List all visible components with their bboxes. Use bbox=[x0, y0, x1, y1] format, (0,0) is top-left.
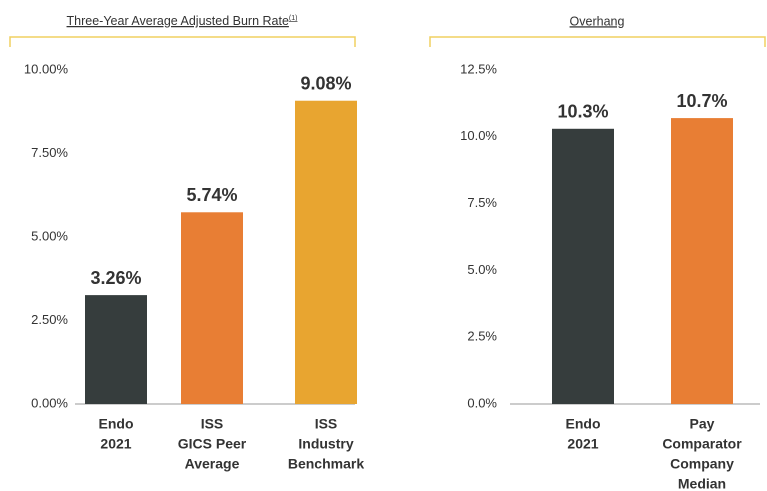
chart-title: Three-Year Average Adjusted Burn Rate(1) bbox=[67, 14, 298, 28]
y-tick-label: 10.0% bbox=[460, 128, 497, 143]
x-tick-label: Endo bbox=[566, 416, 601, 432]
y-tick-label: 7.5% bbox=[467, 195, 497, 210]
title-bracket bbox=[9, 36, 356, 47]
y-tick-label: 2.50% bbox=[31, 312, 68, 327]
x-tick-label: 2021 bbox=[100, 436, 131, 452]
title-text: Three-Year Average Adjusted Burn Rate bbox=[67, 14, 289, 28]
x-tick-label: Average bbox=[185, 456, 240, 472]
y-tick-label: 10.00% bbox=[24, 61, 69, 76]
y-tick-label: 0.0% bbox=[467, 395, 497, 410]
title-note: (1) bbox=[289, 15, 298, 22]
x-tick-label: GICS Peer bbox=[178, 436, 247, 452]
chart-title: Overhang bbox=[570, 14, 625, 28]
y-tick-label: 7.50% bbox=[31, 145, 68, 160]
y-tick-label: 2.5% bbox=[467, 329, 497, 344]
y-tick-label: 5.0% bbox=[467, 262, 497, 277]
y-tick-label: 12.5% bbox=[460, 61, 497, 76]
x-tick-label: ISS bbox=[201, 416, 224, 432]
data-label: 10.3% bbox=[557, 102, 608, 122]
x-tick-label: ISS bbox=[315, 416, 338, 432]
data-label: 9.08% bbox=[300, 73, 351, 93]
x-tick-label: Endo bbox=[99, 416, 134, 432]
data-label: 5.74% bbox=[186, 185, 237, 205]
x-tick-label: Median bbox=[678, 476, 726, 491]
x-tick-label: Benchmark bbox=[288, 456, 364, 472]
data-label: 10.7% bbox=[676, 91, 727, 111]
y-tick-label: 5.00% bbox=[31, 228, 68, 243]
data-label: 3.26% bbox=[90, 268, 141, 288]
bar bbox=[552, 128, 614, 404]
bar bbox=[671, 118, 733, 404]
x-tick-label: Company bbox=[670, 456, 734, 472]
bar bbox=[181, 212, 243, 404]
y-tick-label: 0.00% bbox=[31, 395, 68, 410]
title-bracket bbox=[429, 36, 766, 47]
x-tick-label: Comparator bbox=[662, 436, 742, 452]
bar bbox=[295, 100, 357, 404]
x-tick-label: Industry bbox=[298, 436, 353, 452]
x-tick-label: Pay bbox=[690, 416, 715, 432]
bar bbox=[85, 295, 147, 404]
x-tick-label: 2021 bbox=[567, 436, 598, 452]
